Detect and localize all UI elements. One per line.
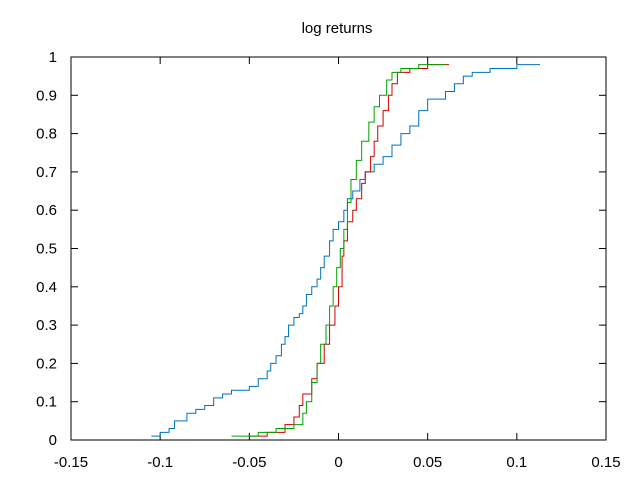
y-tick-label: 1 (49, 49, 57, 66)
x-tick-label: 0.1 (506, 454, 527, 471)
x-tick-label: 0 (334, 454, 342, 471)
y-tick-label: 0.3 (36, 317, 57, 334)
y-tick-label: 0.2 (36, 355, 57, 372)
x-tick-label: -0.05 (232, 454, 266, 471)
y-tick-label: 0.7 (36, 164, 57, 181)
x-tick-label: -0.1 (147, 454, 173, 471)
series-line (249, 64, 450, 437)
y-tick-label: 0.5 (36, 241, 57, 258)
x-tick-label: -0.15 (54, 454, 88, 471)
y-tick-label: 0.1 (36, 394, 57, 411)
chart-title: log returns (302, 20, 373, 37)
y-tick-label: 0.8 (36, 126, 57, 143)
x-tick-label: 0.15 (591, 454, 620, 471)
y-tick-label: 0.4 (36, 279, 57, 296)
y-tick-label: 0 (49, 432, 57, 449)
y-tick-label: 0.6 (36, 202, 57, 219)
y-tick-label: 0.9 (36, 87, 57, 104)
series-line (231, 64, 446, 437)
series-line (151, 64, 541, 437)
x-tick-label: 0.05 (413, 454, 442, 471)
